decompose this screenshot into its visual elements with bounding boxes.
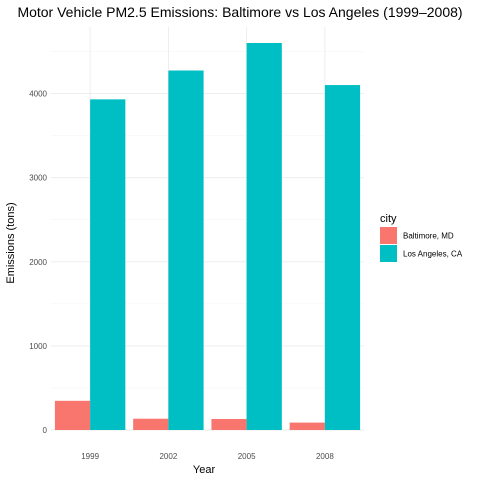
x-tick-label: 2005 — [238, 452, 256, 461]
legend-label: Los Angeles, CA — [403, 250, 463, 259]
x-tick-label: 2002 — [159, 452, 177, 461]
bar — [324, 85, 361, 430]
y-tick-label: 1000 — [29, 342, 47, 351]
x-axis-title: Year — [193, 464, 216, 476]
bar — [90, 99, 126, 431]
x-axis-ticks: 1999 2002 2005 2008 — [81, 452, 334, 461]
x-tick-label: 2008 — [316, 452, 334, 461]
chart-title: Motor Vehicle PM2.5 Emissions: Baltimore… — [17, 4, 462, 20]
legend-title: city — [380, 213, 397, 225]
bar — [168, 70, 204, 430]
legend-label: Baltimore, MD — [403, 232, 454, 241]
y-tick-label: 4000 — [29, 90, 47, 99]
bar — [211, 418, 247, 430]
y-tick-label: 3000 — [29, 174, 47, 183]
bar — [133, 418, 169, 430]
bars — [54, 43, 361, 431]
legend-key — [380, 227, 397, 244]
bar — [289, 422, 325, 430]
legend: city Baltimore, MD Los Angeles, CA — [380, 213, 463, 262]
y-axis-ticks: 0 1000 2000 3000 4000 — [29, 90, 47, 435]
y-tick-label: 2000 — [29, 258, 47, 267]
y-axis-title: Emissions (tons) — [5, 202, 17, 283]
y-tick-label: 0 — [43, 426, 48, 435]
legend-key — [380, 245, 397, 262]
bar — [54, 400, 91, 430]
x-tick-label: 1999 — [81, 452, 99, 461]
bar — [246, 43, 282, 430]
